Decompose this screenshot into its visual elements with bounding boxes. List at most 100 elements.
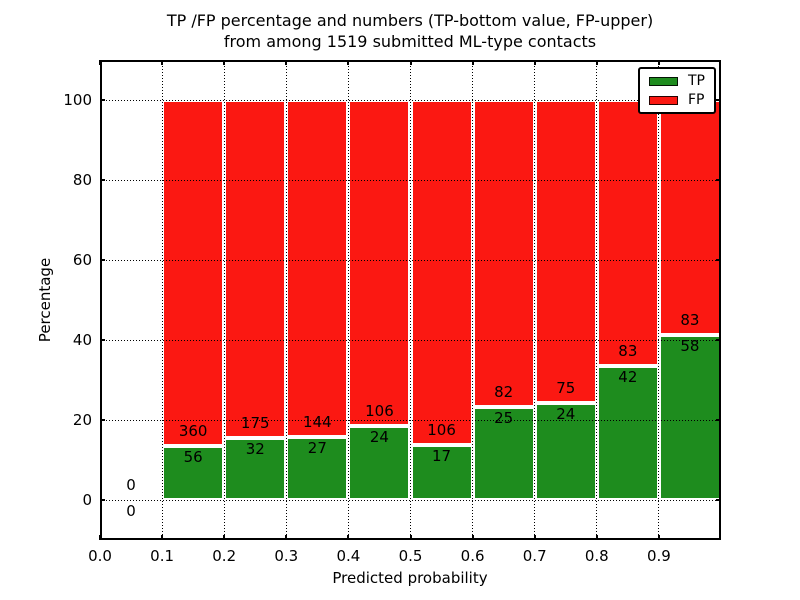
y-tick-left (100, 99, 105, 101)
fp-bar-segment (472, 100, 535, 407)
fp-count-label: 106 (427, 420, 456, 439)
fp-count-label: 83 (618, 341, 638, 360)
x-tick-label: 0.8 (584, 547, 609, 565)
fp-bar-segment (286, 100, 349, 437)
tp-count-label: 56 (183, 448, 203, 467)
fp-count-label: 144 (303, 412, 332, 431)
fp-bar-segment (224, 100, 287, 439)
x-tick-bottom (161, 535, 164, 540)
tp-bar-segment (286, 436, 349, 500)
y-tick-left (100, 419, 105, 421)
x-tick-bottom (409, 535, 412, 540)
y-gridline (100, 99, 721, 101)
y-tick-label: 80 (72, 171, 92, 189)
x-gridline (658, 60, 660, 540)
chart-title-line1: TP /FP percentage and numbers (TP-bottom… (166, 11, 654, 30)
fp-bar-segment (410, 100, 473, 445)
tp-count-label: 27 (307, 438, 327, 457)
x-tick-top (533, 60, 536, 65)
x-tick-bottom (347, 535, 350, 540)
y-gridline (100, 339, 721, 341)
fp-count-label: 175 (240, 414, 270, 433)
fp-count-label: 360 (178, 422, 208, 441)
fp-legend-swatch (649, 95, 678, 105)
tp-count-label: 24 (556, 405, 576, 424)
y-tick-label: 100 (63, 91, 92, 109)
x-tick-top (223, 60, 226, 65)
x-tick-label: 0.5 (398, 547, 423, 565)
fp-bar-segment (162, 100, 225, 447)
y-tick-right (716, 259, 721, 261)
x-gridline (223, 60, 225, 540)
x-tick-label: 0.4 (336, 547, 361, 565)
tp-count-label: 25 (494, 408, 514, 427)
x-tick-top (347, 60, 350, 65)
tp-bar-segment (224, 438, 287, 500)
tp-count-label: 17 (432, 446, 452, 465)
tp-count-label: 42 (618, 367, 638, 386)
x-axis-label: Predicted probability (332, 569, 488, 587)
tp-bar-segment (596, 365, 659, 500)
y-gridline (100, 259, 721, 261)
fp-bar-segment (596, 100, 659, 366)
x-tick-bottom (285, 535, 288, 540)
tp-count-label: 0 (126, 502, 136, 520)
x-tick-top (657, 60, 660, 65)
x-tick-top (99, 60, 101, 65)
x-gridline (347, 60, 349, 540)
chart-title: TP /FP percentage and numbers (TP-bottom… (167, 10, 653, 52)
x-tick-bottom (595, 535, 598, 540)
x-tick-label: 0.0 (88, 547, 112, 565)
fp-bar-segment (534, 100, 597, 404)
x-tick-bottom (657, 535, 660, 540)
x-gridline (472, 60, 474, 540)
x-gridline (596, 60, 598, 540)
x-tick-top (161, 60, 164, 65)
x-tick-top (471, 60, 474, 65)
y-tick-right (716, 419, 721, 421)
tp-legend-swatch (649, 76, 678, 86)
y-gridline (100, 179, 721, 181)
plot-area: 0 0 360 56 175 32 144 27 106 24 106 17 82 25 75 24 83 42 8… (99, 60, 721, 540)
x-gridline (534, 60, 536, 540)
x-tick-top (595, 60, 598, 65)
fp-count-label: 106 (365, 402, 394, 421)
x-tick-label: 0.6 (460, 547, 485, 565)
tp-bar-segment (658, 335, 721, 500)
x-tick-bottom (533, 535, 536, 540)
x-tick-label: 0.2 (212, 547, 237, 565)
y-tick-right (716, 179, 721, 181)
tp-bar-segment (472, 406, 535, 500)
y-tick-right (716, 99, 721, 101)
y-tick-left (100, 259, 105, 261)
fp-bar-segment (348, 100, 411, 427)
fp-count-label: 0 (126, 476, 136, 494)
x-tick-label: 0.7 (522, 547, 547, 565)
x-tick-bottom (99, 535, 101, 540)
y-tick-right (716, 499, 721, 501)
fp-count-label: 75 (556, 379, 576, 398)
y-tick-right (716, 339, 721, 341)
x-tick-top (409, 60, 412, 65)
chart-title-line2: from among 1519 submitted ML-type contac… (223, 32, 597, 51)
y-tick-left (100, 179, 105, 181)
tp-count-label: 32 (245, 440, 265, 459)
legend-entry: TP (649, 74, 705, 88)
x-tick-label: 0.9 (646, 547, 671, 565)
y-tick-left (100, 499, 105, 501)
legend-entry-label: TP (688, 73, 705, 89)
tp-count-label: 24 (369, 428, 389, 447)
tp-bar-segment (534, 403, 597, 500)
x-tick-label: 0.1 (150, 547, 175, 565)
y-axis-label: Percentage (36, 257, 54, 343)
fp-bar-segment (658, 100, 721, 336)
y-tick-label: 60 (72, 251, 92, 269)
tp-bar-segment (162, 446, 225, 500)
x-gridline (285, 60, 287, 540)
legend-entry: FP (649, 93, 705, 107)
y-gridline (100, 499, 721, 501)
x-tick-bottom (223, 535, 226, 540)
fp-count-label: 83 (680, 311, 700, 330)
x-gridline (161, 60, 163, 540)
